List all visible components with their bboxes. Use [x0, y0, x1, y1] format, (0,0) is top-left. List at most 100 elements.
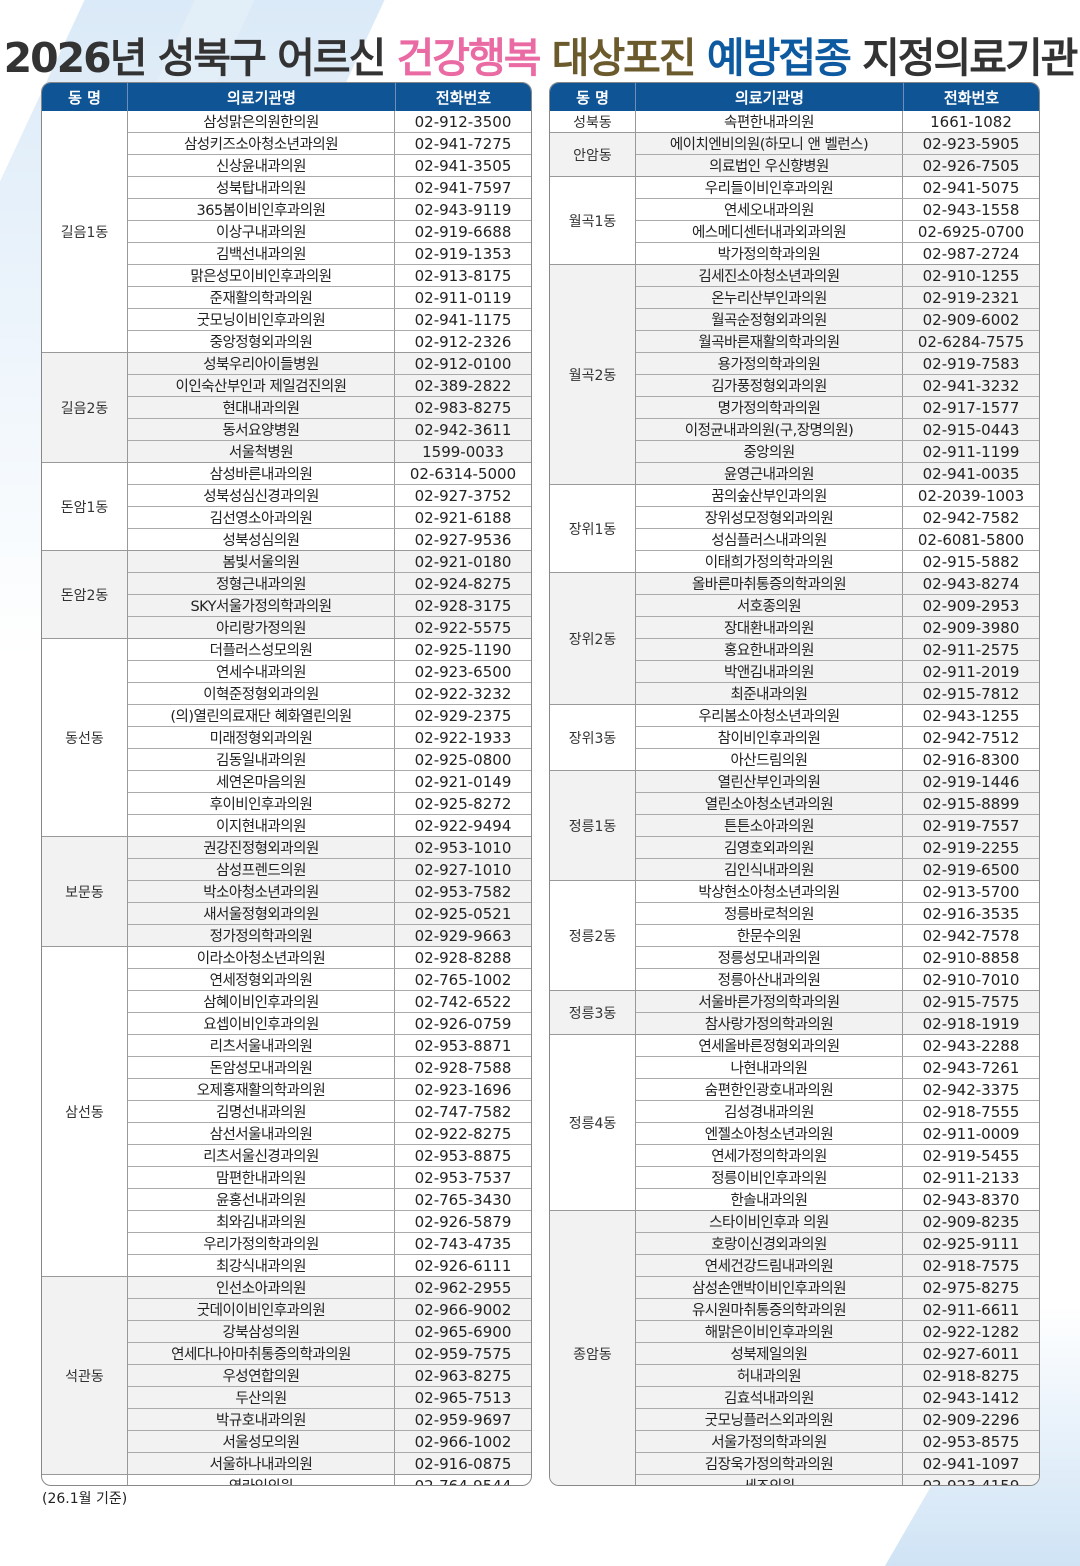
institution-name: 이혁준정형외과의원 — [128, 683, 395, 704]
phone-number: 02-909-2953 — [922, 596, 1020, 615]
phone-number: 02-926-0759 — [414, 1014, 512, 1033]
phone-number: 02-953-1010 — [414, 838, 512, 857]
table-row: 열린소아청소년과의원 02-915-8899 — [636, 792, 1039, 814]
phone-number: 02-942-7578 — [922, 926, 1020, 945]
institution-name: 우리들이비인후과의원 — [636, 177, 903, 198]
institution-name: 요셉이비인후과의원 — [128, 1013, 395, 1034]
institution-name: 스타이비인후과 의원 — [636, 1211, 903, 1232]
institution-name: 연세다나아마취통증의학과의원 — [128, 1343, 395, 1364]
table-row: 우리들이비인후과의원 02-941-5075 — [636, 177, 1039, 198]
group-rows: 인선소아과의원 02-962-2955 굿데이이비인후과의원 02-966-9002 강… — [128, 1277, 531, 1474]
phone-number: 02-927-3752 — [414, 486, 512, 505]
institution-name: 참이비인후과의원 — [636, 727, 903, 748]
institution-name: 나현내과의원 — [636, 1057, 903, 1078]
institution-name: 동서요양병원 — [128, 419, 395, 440]
dong-group: 장위2동 올바른마취통증의학과의원 02-943-8274 서호종의원 02-909-2… — [550, 572, 1039, 704]
phone-number: 02-909-6002 — [922, 310, 1020, 329]
phone-number: 02-911-0119 — [414, 288, 512, 307]
phone-number: 02-928-7588 — [414, 1058, 512, 1077]
phone-number: 02-928-8288 — [414, 948, 512, 967]
dong-group: 성북동영라인의원02-764-9544성북하선의원02-765-9877 — [42, 1474, 531, 1486]
institution-name: (의)열린의료재단 혜화열린의원 — [128, 705, 395, 726]
table-row: 이라소아청소년과의원 02-928-8288 — [128, 947, 531, 968]
table-row: 맘편한내과의원 02-953-7537 — [128, 1166, 531, 1188]
table-row: 이인숙산부인과 제일검진의원 02-389-2822 — [128, 374, 531, 396]
phone-number: 02-916-0875 — [414, 1454, 512, 1473]
table-row: 신상윤내과의원 02-941-3505 — [128, 154, 531, 176]
institution-name: 연세가정의학과의원 — [636, 1145, 903, 1166]
dong-name: 정릉2동 — [550, 881, 636, 990]
dong-group: 월곡1동 우리들이비인후과의원 02-941-5075 연세오내과의원 02-943-1… — [550, 176, 1039, 264]
phone-number: 02-925-8272 — [414, 794, 512, 813]
institution-name: 준재활의학과의원 — [128, 287, 395, 308]
dong-name: 돈암2동 — [42, 551, 128, 638]
dong-name: 삼선동 — [42, 947, 128, 1276]
institution-name: 김성경내과의원 — [636, 1101, 903, 1122]
group-rows: 서울바른가정의학과의원 02-915-7575 참사랑가정의학과의원 02-918-1… — [636, 991, 1039, 1034]
table-row: 한솔내과의원 02-943-8370 — [636, 1188, 1039, 1210]
phone-number: 02-916-8300 — [922, 750, 1020, 769]
phone-number: 02-921-0180 — [414, 552, 512, 571]
institution-name: 아리랑가정의원 — [128, 617, 395, 638]
institution-name: 김백선내과의원 — [128, 243, 395, 264]
institution-name: 유시원마취통증의학과의원 — [636, 1299, 903, 1320]
phone-number: 02-918-7575 — [922, 1256, 1020, 1275]
institution-name: 정릉아산내과의원 — [636, 969, 903, 990]
institution-name: 이태희가정의학과의원 — [636, 551, 903, 572]
table-row: 김동일내과의원 02-925-0800 — [128, 748, 531, 770]
institution-name: 김장욱가정의학과의원 — [636, 1453, 903, 1474]
table-row: 연세건강드림내과의원 02-918-7575 — [636, 1254, 1039, 1276]
dong-name: 정릉4동 — [550, 1035, 636, 1210]
table-row: 참이비인후과의원 02-942-7512 — [636, 726, 1039, 748]
dong-group: 석관동 인선소아과의원 02-962-2955 굿데이이비인후과의원 02-966-90… — [42, 1276, 531, 1474]
phone-number: 1661-1082 — [930, 112, 1012, 131]
phone-number: 02-942-3375 — [922, 1080, 1020, 1099]
phone-number: 02-765-3430 — [414, 1190, 512, 1209]
phone-number: 02-941-3232 — [922, 376, 1020, 395]
table-row: 성북성심의원 02-927-9536 — [128, 528, 531, 550]
phone-number: 02-943-8274 — [922, 574, 1020, 593]
phone-number: 02-927-6011 — [922, 1344, 1020, 1363]
phone-number: 02-959-9697 — [414, 1410, 512, 1429]
table-row: 장위성모정형외과의원 02-942-7582 — [636, 506, 1039, 528]
phone-number: 02-910-1255 — [922, 266, 1020, 285]
table-row: 강북삼성의원 02-965-6900 — [128, 1320, 531, 1342]
institution-name: 우리가정의학과의원 — [128, 1233, 395, 1254]
institution-name: 서호종의원 — [636, 595, 903, 616]
dong-group: 장위3동 우리봄소아청소년과의원 02-943-1255 참이비인후과의원 02-942… — [550, 704, 1039, 770]
phone-number: 02-911-2133 — [922, 1168, 1020, 1187]
phone-number: 02-911-6611 — [922, 1300, 1020, 1319]
table-row: 김인식내과의원 02-919-6500 — [636, 858, 1039, 880]
table-row: 우리봄소아청소년과의원 02-943-1255 — [636, 705, 1039, 726]
phone-number: 02-943-7261 — [922, 1058, 1020, 1077]
phone-number: 02-915-8899 — [922, 794, 1020, 813]
phone-number: 02-764-9544 — [414, 1476, 512, 1486]
phone-number: 02-953-7537 — [414, 1168, 512, 1187]
table-row: 후이비인후과의원 02-925-8272 — [128, 792, 531, 814]
table-row: SKY서울가정의학과의원 02-928-3175 — [128, 594, 531, 616]
table-row: 삼선서울내과의원 02-922-8275 — [128, 1122, 531, 1144]
institution-name: 강북삼성의원 — [128, 1321, 395, 1342]
table-row: 중앙정형외과의원 02-912-2326 — [128, 330, 531, 352]
table-row: 이태희가정의학과의원 02-915-5882 — [636, 550, 1039, 572]
table-row: 온누리산부인과의원 02-919-2321 — [636, 286, 1039, 308]
phone-number: 02-966-9002 — [414, 1300, 512, 1319]
institution-name: 홍요한내과의원 — [636, 639, 903, 660]
phone-number: 02-928-3175 — [414, 596, 512, 615]
institution-name: 성북우리아이들병원 — [128, 353, 395, 374]
institution-name: 김가풍정형외과의원 — [636, 375, 903, 396]
group-rows: 권강진정형외과의원 02-953-1010 삼성프렌드의원 02-927-1010 박소… — [128, 837, 531, 946]
dong-group: 월곡2동 김세진소아청소년과의원 02-910-1255 온누리산부인과의원 02-91… — [550, 264, 1039, 484]
dong-group: 보문동 권강진정형외과의원 02-953-1010 삼성프렌드의원 02-927-101… — [42, 836, 531, 946]
institution-name: 권강진정형외과의원 — [128, 837, 395, 858]
group-rows: 이라소아청소년과의원 02-928-8288 연세정형외과의원 02-765-1002… — [128, 947, 531, 1276]
table-row: 삼성프렌드의원 02-927-1010 — [128, 858, 531, 880]
table-row: 최와김내과의원 02-926-5879 — [128, 1210, 531, 1232]
table-row: 365봄이비인후과의원 02-943-9119 — [128, 198, 531, 220]
institution-name: 에이치엔비의원(하모니 앤 벨런스) — [636, 133, 903, 154]
institution-name: 아산드림의원 — [636, 749, 903, 770]
institution-name: 중앙정형외과의원 — [128, 331, 395, 352]
table-row: 열린산부인과의원 02-919-1446 — [636, 771, 1039, 792]
institution-name: 에스메디센터내과외과의원 — [636, 221, 903, 242]
table-row: 준재활의학과의원 02-911-0119 — [128, 286, 531, 308]
